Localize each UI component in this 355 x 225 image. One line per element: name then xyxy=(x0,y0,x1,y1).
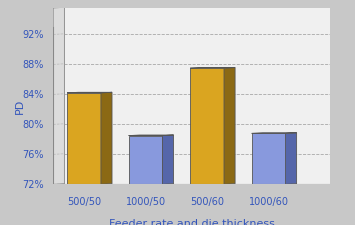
Polygon shape xyxy=(129,136,163,184)
Text: Feeder rate and die thickness: Feeder rate and die thickness xyxy=(109,218,275,225)
Text: 1000/50: 1000/50 xyxy=(125,196,166,206)
Polygon shape xyxy=(190,69,224,184)
Text: 76%: 76% xyxy=(22,150,44,160)
Polygon shape xyxy=(163,135,174,184)
Polygon shape xyxy=(252,134,285,184)
Text: 72%: 72% xyxy=(22,180,44,189)
Text: PD: PD xyxy=(15,99,24,114)
Text: 88%: 88% xyxy=(23,60,44,70)
Polygon shape xyxy=(190,68,235,69)
Text: 80%: 80% xyxy=(23,120,44,130)
Text: 500/60: 500/60 xyxy=(190,196,224,206)
Text: 1000/60: 1000/60 xyxy=(248,196,289,206)
Polygon shape xyxy=(224,68,235,184)
Polygon shape xyxy=(64,8,341,184)
Text: 500/50: 500/50 xyxy=(67,196,101,206)
Polygon shape xyxy=(67,93,101,184)
Polygon shape xyxy=(285,133,297,184)
Polygon shape xyxy=(252,133,297,134)
Text: 84%: 84% xyxy=(23,90,44,100)
Text: 92%: 92% xyxy=(22,30,44,40)
Polygon shape xyxy=(53,8,64,184)
Polygon shape xyxy=(101,93,112,184)
Polygon shape xyxy=(129,135,174,136)
